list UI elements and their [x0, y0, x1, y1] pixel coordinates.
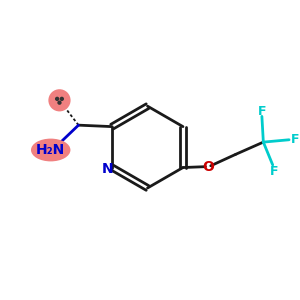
Ellipse shape: [31, 139, 70, 161]
Text: O: O: [202, 160, 214, 174]
Text: H₂N: H₂N: [36, 143, 65, 157]
Circle shape: [58, 101, 61, 104]
Circle shape: [60, 98, 63, 100]
Circle shape: [56, 98, 58, 100]
Circle shape: [48, 89, 70, 111]
Text: F: F: [270, 165, 278, 178]
Text: F: F: [291, 133, 300, 146]
Text: F: F: [258, 105, 266, 118]
Text: N: N: [102, 162, 113, 176]
